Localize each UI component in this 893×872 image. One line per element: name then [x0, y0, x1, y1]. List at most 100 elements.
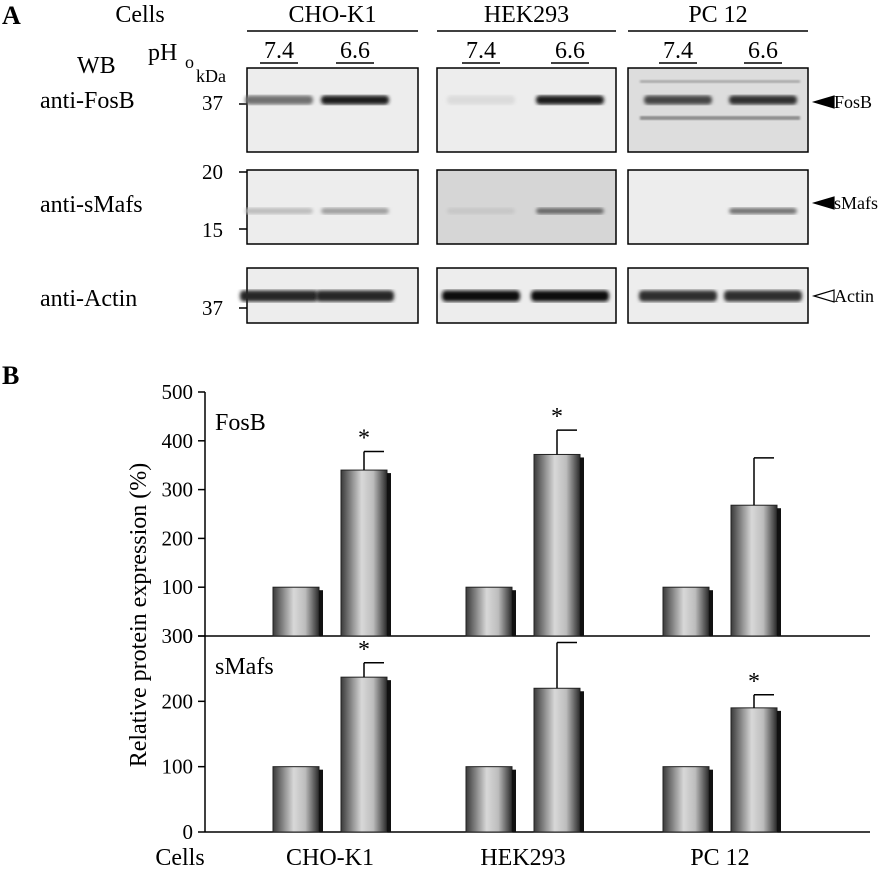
blot-band [536, 95, 604, 105]
significance-marker: * [358, 637, 370, 663]
ph-value-label: 6.6 [555, 38, 585, 64]
bar-shadow [580, 457, 584, 636]
blot-band [729, 95, 797, 105]
antibody-label: anti-sMafs [40, 192, 143, 218]
significance-marker: * [551, 404, 563, 430]
band-label: Actin [834, 286, 874, 306]
bar [533, 453, 581, 637]
bar-charts: 0 100 200 300 400 500 FosB * * 0 100 200 300 sMafs * * [162, 380, 870, 844]
bar-shadow [777, 508, 781, 636]
y-tick-label: 100 [162, 575, 194, 599]
cells-label-b: Cells [155, 845, 204, 871]
bar-shadow [319, 769, 323, 832]
ph-value-label: 7.4 [466, 38, 496, 64]
blot-band [447, 95, 515, 105]
blot-band [447, 208, 515, 214]
bar [533, 687, 581, 833]
blot-band-faint [640, 116, 800, 120]
y-tick-label: 500 [162, 380, 194, 404]
bar-shadow [777, 710, 781, 832]
blot-band [240, 290, 318, 302]
bar-shadow [387, 473, 391, 636]
blot-band [245, 208, 313, 214]
blot-band [644, 95, 712, 105]
blot-band [442, 290, 520, 302]
filled-arrow-icon [811, 95, 835, 109]
y-tick-label: 300 [162, 478, 194, 502]
bar [465, 586, 513, 637]
cell-line-header: HEK293 [484, 2, 569, 28]
bar [730, 504, 778, 637]
blot-band [245, 95, 313, 105]
x-category-label: PC 12 [690, 845, 749, 871]
bar [465, 766, 513, 833]
y-tick-label: 0 [183, 820, 194, 844]
bar [340, 676, 388, 833]
chart-title: FosB [215, 410, 266, 436]
bar [662, 766, 710, 833]
blot-band [531, 290, 609, 302]
bar [272, 766, 320, 833]
blot-band [729, 208, 797, 214]
bar-shadow [709, 769, 713, 832]
chart-title: sMafs [215, 654, 274, 680]
x-category-label: HEK293 [480, 845, 565, 871]
blot-band-faint [640, 80, 800, 83]
blot-row-fosb: anti-FosB 37 FosB [40, 67, 872, 153]
blot-box [246, 169, 419, 245]
kda-marker: 37 [202, 91, 223, 115]
y-tick-label: 200 [162, 689, 194, 713]
ph-value-label: 7.4 [663, 38, 693, 64]
blot-box [436, 169, 617, 245]
open-arrow-icon [811, 289, 835, 303]
blot-band [536, 208, 604, 214]
wb-label: WB [77, 53, 116, 79]
blot-box [246, 67, 419, 153]
significance-marker: * [358, 426, 370, 452]
ph-value-label: 7.4 [264, 38, 294, 64]
x-category-label: CHO-K1 [286, 845, 374, 871]
bar [730, 707, 778, 833]
y-tick-label: 400 [162, 429, 194, 453]
antibody-label: anti-Actin [40, 286, 137, 312]
blot-band [639, 290, 717, 302]
significance-marker: * [748, 669, 760, 695]
y-axis-label: Relative protein expression (%) [126, 463, 152, 768]
antibody-label: anti-FosB [40, 88, 135, 114]
western-blots: anti-FosB 37 FosB anti-sMafs 20 15 sMafs anti-A… [40, 67, 878, 324]
blot-box [627, 169, 809, 245]
blot-band [724, 290, 802, 302]
y-tick-label: 300 [162, 624, 194, 648]
chart-smafs: 0 100 200 300 sMafs * * [162, 624, 870, 844]
y-tick-label: 100 [162, 755, 194, 779]
cell-line-header: CHO-K1 [289, 2, 377, 28]
y-tick-label: 200 [162, 526, 194, 550]
bar-shadow [387, 680, 391, 832]
bar [272, 586, 320, 637]
blot-band [321, 208, 389, 214]
kda-marker: 20 [202, 160, 223, 184]
ph-value-label: 6.6 [340, 38, 370, 64]
kda-marker: 15 [202, 218, 223, 242]
pho-label-sub: o [185, 52, 194, 72]
pho-label: pH o [148, 40, 194, 72]
cells-label-a: Cells [115, 2, 164, 28]
bar-shadow [512, 590, 516, 636]
kda-label: kDa [196, 66, 226, 86]
bar [662, 586, 710, 637]
cell-line-header: PC 12 [688, 2, 747, 28]
blot-band [321, 95, 389, 105]
pho-label-main: pH [148, 40, 177, 66]
panel-a-letter: A [2, 1, 21, 30]
x-category-labels: CHO-K1 HEK293 PC 12 [286, 845, 750, 871]
panel-b-letter: B [2, 361, 19, 390]
kda-marker: 37 [202, 296, 223, 320]
filled-arrow-icon [811, 196, 835, 210]
bar-shadow [319, 590, 323, 636]
bar [340, 469, 388, 637]
blot-band [316, 290, 394, 302]
bar-shadow [709, 590, 713, 636]
blot-box [436, 67, 617, 153]
